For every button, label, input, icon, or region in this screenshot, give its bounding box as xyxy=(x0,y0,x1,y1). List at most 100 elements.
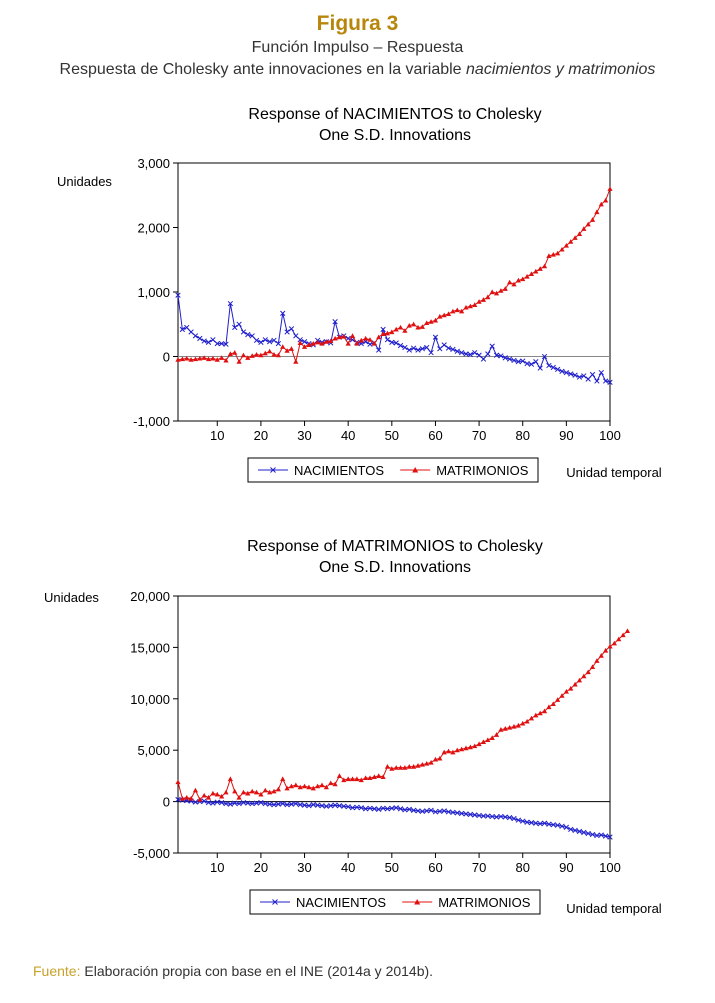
series-line-matrimonios xyxy=(177,188,611,364)
data-point-nacimientos xyxy=(515,359,522,365)
marker-stroke xyxy=(528,361,535,367)
marker-stroke xyxy=(480,356,487,362)
data-point-nacimientos xyxy=(554,822,561,828)
marker-stroke xyxy=(568,371,574,377)
marker-stroke xyxy=(345,335,351,342)
marker-stroke xyxy=(410,345,417,351)
marker-stroke xyxy=(450,809,456,816)
data-point-nacimientos xyxy=(232,324,238,331)
data-point-matrimonios xyxy=(589,217,596,222)
data-point-matrimonios xyxy=(267,789,273,795)
data-point-nacimientos xyxy=(301,802,308,808)
data-point-matrimonios xyxy=(476,741,482,747)
marker-stroke xyxy=(463,351,469,357)
data-point-nacimientos xyxy=(354,804,360,810)
data-point-matrimonios xyxy=(297,340,303,346)
data-point-nacimientos xyxy=(293,333,299,339)
marker-stroke xyxy=(245,800,251,806)
marker-stroke xyxy=(493,352,500,358)
marker-stroke xyxy=(541,353,548,360)
marker-stroke xyxy=(397,342,404,349)
data-point-nacimientos xyxy=(502,814,508,820)
data-point-matrimonios xyxy=(288,346,295,351)
marker-stroke xyxy=(406,806,412,812)
data-point-matrimonios xyxy=(249,788,255,794)
chart-nacimientos-response: Response of NACIMIENTOS to Cholesky One S… xyxy=(57,106,662,483)
data-point-matrimonios xyxy=(454,747,460,753)
data-point-matrimonios xyxy=(393,765,399,770)
marker-stroke xyxy=(192,333,199,339)
data-point-nacimientos xyxy=(323,803,330,809)
marker-stroke xyxy=(275,801,282,807)
data-point-nacimientos xyxy=(581,373,587,379)
data-point-matrimonios xyxy=(415,763,421,768)
marker-stroke xyxy=(559,823,565,829)
marker-stroke xyxy=(480,813,487,819)
data-point-matrimonios xyxy=(358,337,364,343)
data-point-matrimonios xyxy=(258,352,264,358)
marker-stroke xyxy=(432,809,439,815)
marker-stroke xyxy=(249,333,255,339)
marker-stroke xyxy=(572,372,578,378)
data-point-matrimonios xyxy=(384,330,391,336)
source-label: Fuente: xyxy=(33,963,81,979)
marker-stroke xyxy=(380,805,386,811)
data-point-nacimientos xyxy=(275,801,282,807)
data-point-matrimonios xyxy=(489,289,495,295)
data-point-matrimonios xyxy=(607,643,613,649)
marker-stroke xyxy=(266,339,273,345)
data-point-nacimientos xyxy=(192,333,199,339)
marker-stroke xyxy=(432,334,439,340)
marker-stroke xyxy=(502,814,508,820)
data-point-nacimientos xyxy=(598,832,604,838)
data-point-matrimonios xyxy=(572,235,578,240)
data-point-nacimientos xyxy=(480,813,487,819)
data-point-matrimonios xyxy=(227,776,233,782)
marker-stroke xyxy=(559,368,565,374)
y-tick-label: 3,000 xyxy=(137,156,170,171)
data-point-matrimonios xyxy=(223,357,229,363)
data-point-nacimientos xyxy=(467,351,474,358)
x-tick-label: 80 xyxy=(515,860,529,875)
data-point-nacimientos xyxy=(489,343,495,349)
data-point-matrimonios xyxy=(445,748,452,754)
data-point-matrimonios xyxy=(223,789,229,795)
data-point-nacimientos xyxy=(288,326,295,332)
data-point-matrimonios xyxy=(472,302,478,307)
marker-stroke xyxy=(223,801,229,807)
data-point-nacimientos xyxy=(511,357,517,364)
x-tick-label: 20 xyxy=(254,428,268,443)
marker-stroke xyxy=(336,803,343,809)
data-point-nacimientos xyxy=(205,339,212,345)
x-tick-label: 90 xyxy=(559,860,573,875)
data-point-matrimonios xyxy=(258,791,264,797)
marker-stroke xyxy=(301,339,308,345)
data-point-matrimonios xyxy=(589,664,596,670)
marker-stroke xyxy=(602,378,609,384)
data-point-nacimientos xyxy=(472,812,478,818)
data-point-nacimientos xyxy=(585,376,591,382)
data-point-matrimonios xyxy=(581,226,587,231)
source-text: Elaboración propia con base en el INE (2… xyxy=(80,963,434,979)
chart-title: Response of NACIMIENTOS to Cholesky xyxy=(248,106,541,123)
legend-label-nacimientos: NACIMIENTOS xyxy=(296,895,386,910)
marker-stroke xyxy=(236,321,242,327)
data-point-nacimientos xyxy=(445,809,452,815)
marker-stroke xyxy=(520,358,526,364)
marker-stroke xyxy=(472,349,478,356)
marker-stroke xyxy=(502,355,508,361)
data-point-matrimonios xyxy=(232,350,238,355)
marker-stroke xyxy=(205,339,212,345)
data-point-matrimonios xyxy=(315,339,321,345)
marker-stroke xyxy=(607,379,613,385)
data-point-matrimonios xyxy=(219,793,225,799)
data-point-matrimonios xyxy=(568,685,574,691)
marker-stroke xyxy=(258,339,264,345)
data-point-matrimonios xyxy=(280,344,286,349)
data-point-nacimientos xyxy=(432,809,439,815)
marker-stroke xyxy=(253,800,260,806)
x-tick-label: 60 xyxy=(428,860,442,875)
marker-stroke xyxy=(389,805,395,811)
marker-stroke xyxy=(498,813,504,820)
data-point-matrimonios xyxy=(301,783,308,789)
